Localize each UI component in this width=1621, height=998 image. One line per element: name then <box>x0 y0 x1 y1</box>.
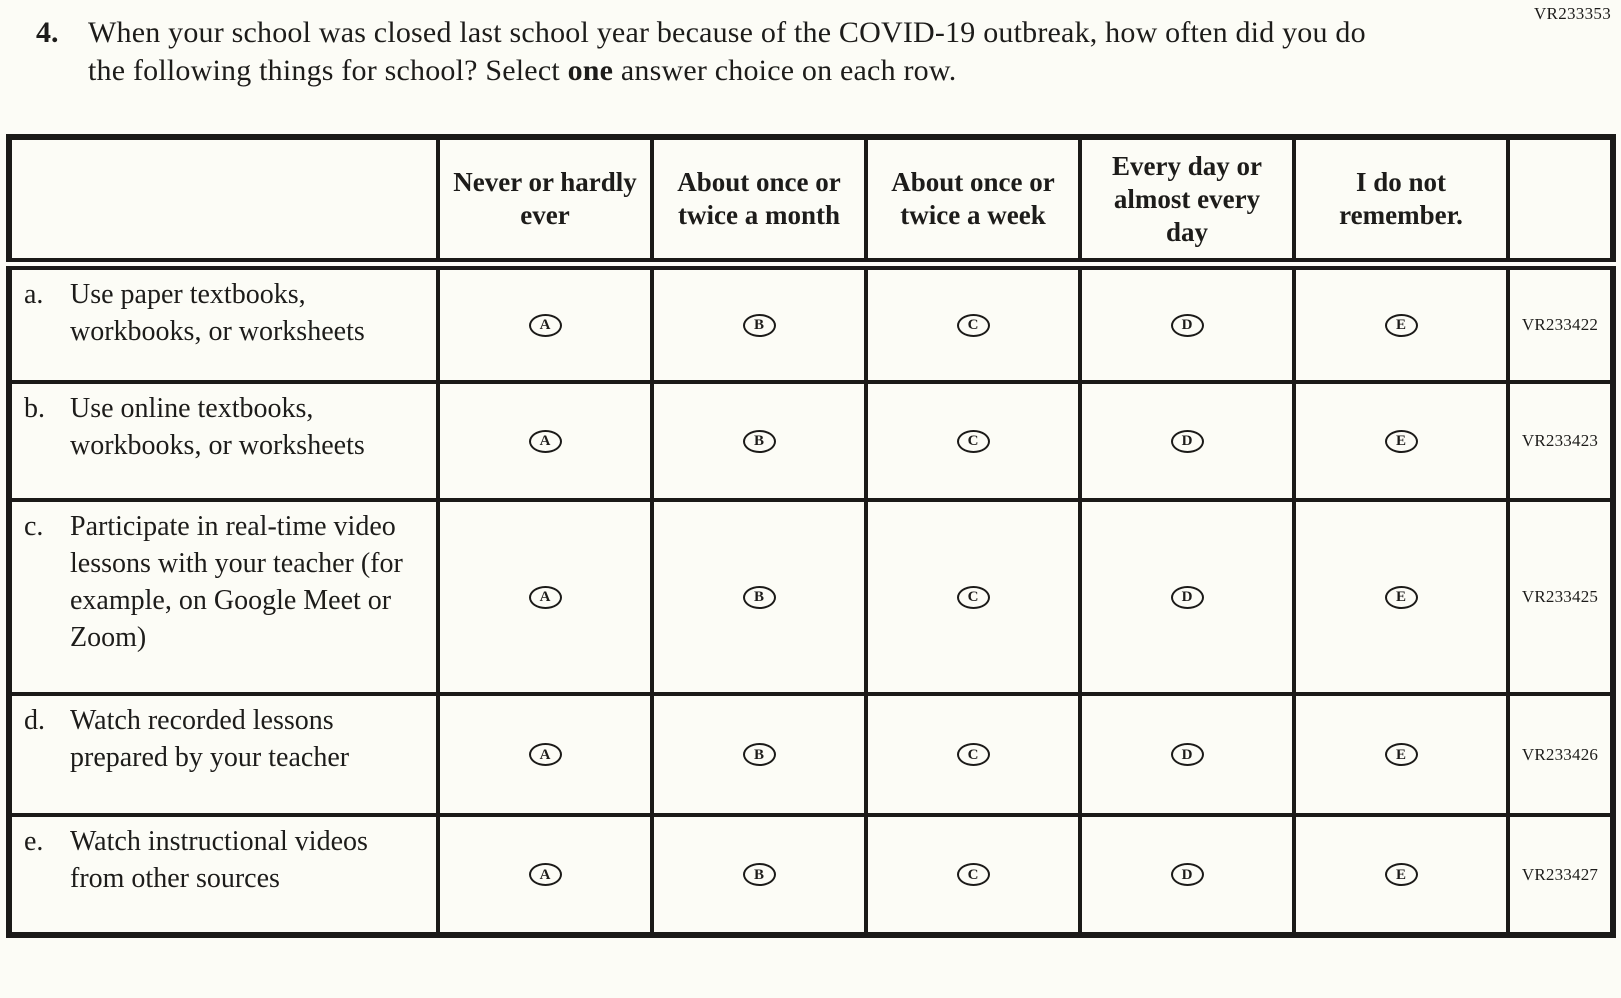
choice-cell-b-B: B <box>650 380 868 502</box>
question-block: 4. When your school was closed last scho… <box>0 0 1621 90</box>
choice-cell-a-D: D <box>1078 262 1296 384</box>
item-wrap-e: e. Watch instructional videos from other … <box>24 823 430 897</box>
column-header-4: Every day or almost every day <box>1078 135 1296 270</box>
item-text-a: Use paper textbooks, workbooks, or works… <box>70 279 365 347</box>
row-code-e: VR233427 <box>1506 813 1615 937</box>
choice-cell-b-A: A <box>436 380 654 502</box>
column-header-3: About once or twice a week <box>864 135 1082 270</box>
item-letter-e: e. <box>24 826 44 857</box>
row-code-a: VR233422 <box>1506 262 1615 384</box>
grid-header-row: Never or hardly ever About once or twice … <box>7 135 1615 270</box>
choice-bubble-c-D[interactable]: D <box>1170 585 1204 609</box>
choice-cell-e-C: C <box>864 813 1082 937</box>
row-code-b: VR233423 <box>1506 380 1615 502</box>
form-variable-code: VR233353 <box>1533 4 1611 23</box>
choice-bubble-b-C[interactable]: C <box>956 429 990 453</box>
item-cell-c: c. Participate in real-time video lessons… <box>7 498 440 696</box>
grid-row-e: e. Watch instructional videos from other … <box>7 813 1615 937</box>
choice-bubble-e-B[interactable]: B <box>742 863 776 886</box>
choice-bubble-c-B[interactable]: B <box>742 585 776 609</box>
grid-body: a. Use paper textbooks, workbooks, or wor… <box>7 262 1615 937</box>
choice-bubble-a-B[interactable]: B <box>742 313 776 337</box>
choice-bubble-c-A[interactable]: A <box>528 585 562 609</box>
choice-cell-c-B: B <box>650 498 868 696</box>
item-letter-a: a. <box>24 279 44 310</box>
choice-cell-b-E: E <box>1292 380 1510 502</box>
item-wrap-d: d. Watch recorded lessons prepared by you… <box>24 702 430 776</box>
choice-cell-d-E: E <box>1292 692 1510 817</box>
grid-row-d: d. Watch recorded lessons prepared by you… <box>7 692 1615 817</box>
item-text-c: Participate in real-time video lessons w… <box>70 511 403 653</box>
choice-bubble-e-E[interactable]: E <box>1384 863 1418 886</box>
choice-cell-a-C: C <box>864 262 1082 384</box>
column-header-5: I do not remember. <box>1292 135 1510 270</box>
choice-bubble-d-B[interactable]: B <box>742 743 776 766</box>
choice-cell-e-D: D <box>1078 813 1296 937</box>
item-wrap-b: b. Use online textbooks, workbooks, or wo… <box>24 390 430 464</box>
choice-bubble-d-D[interactable]: D <box>1170 743 1204 766</box>
choice-bubble-a-D[interactable]: D <box>1170 313 1204 337</box>
choice-cell-d-C: C <box>864 692 1082 817</box>
item-cell-d: d. Watch recorded lessons prepared by you… <box>7 692 440 817</box>
choice-bubble-b-A[interactable]: A <box>528 429 562 453</box>
choice-cell-b-D: D <box>1078 380 1296 502</box>
item-cell-b: b. Use online textbooks, workbooks, or wo… <box>7 380 440 502</box>
choice-bubble-e-C[interactable]: C <box>956 863 990 886</box>
choice-cell-d-B: B <box>650 692 868 817</box>
row-code-d: VR233426 <box>1506 692 1615 817</box>
column-header-1: Never or hardly ever <box>436 135 654 270</box>
item-text-d: Watch recorded lessons prepared by your … <box>70 705 350 773</box>
choice-bubble-a-E[interactable]: E <box>1384 313 1418 337</box>
question-text-bold-word: one <box>567 54 614 87</box>
item-letter-c: c. <box>24 511 44 542</box>
choice-cell-d-A: A <box>436 692 654 817</box>
code-column-header <box>1506 135 1615 270</box>
item-letter-d: d. <box>24 705 45 736</box>
item-column-header <box>7 135 440 270</box>
choice-bubble-e-D[interactable]: D <box>1170 863 1204 886</box>
question-text: When your school was closed last school … <box>88 14 1368 90</box>
grid-row-a: a. Use paper textbooks, workbooks, or wor… <box>7 262 1615 384</box>
grid-row-c: c. Participate in real-time video lessons… <box>7 498 1615 696</box>
choice-bubble-d-E[interactable]: E <box>1384 743 1418 766</box>
item-letter-b: b. <box>24 393 45 424</box>
choice-cell-e-E: E <box>1292 813 1510 937</box>
choice-cell-a-B: B <box>650 262 868 384</box>
choice-cell-c-C: C <box>864 498 1082 696</box>
choice-cell-e-B: B <box>650 813 868 937</box>
choice-cell-d-D: D <box>1078 692 1296 817</box>
choice-bubble-b-E[interactable]: E <box>1384 429 1418 453</box>
choice-bubble-c-C[interactable]: C <box>956 585 990 609</box>
question-text-start: When your school was closed last school … <box>88 16 1366 87</box>
choice-cell-c-D: D <box>1078 498 1296 696</box>
choice-bubble-a-C[interactable]: C <box>956 313 990 337</box>
choice-bubble-b-D[interactable]: D <box>1170 429 1204 453</box>
choice-cell-e-A: A <box>436 813 654 937</box>
row-code-c: VR233425 <box>1506 498 1615 696</box>
choice-bubble-d-A[interactable]: A <box>528 743 562 766</box>
choice-bubble-d-C[interactable]: C <box>956 743 990 766</box>
choice-cell-c-E: E <box>1292 498 1510 696</box>
item-wrap-c: c. Participate in real-time video lessons… <box>24 508 430 656</box>
item-wrap-a: a. Use paper textbooks, workbooks, or wor… <box>24 276 430 350</box>
choice-cell-a-A: A <box>436 262 654 384</box>
grid-row-b: b. Use online textbooks, workbooks, or wo… <box>7 380 1615 502</box>
item-text-b: Use online textbooks, workbooks, or work… <box>70 393 365 461</box>
item-text-e: Watch instructional videos from other so… <box>70 826 368 894</box>
response-grid: Never or hardly ever About once or twice … <box>6 134 1616 938</box>
item-cell-a: a. Use paper textbooks, workbooks, or wor… <box>7 262 440 384</box>
item-cell-e: e. Watch instructional videos from other … <box>7 813 440 937</box>
choice-bubble-c-E[interactable]: E <box>1384 585 1418 609</box>
column-header-2: About once or twice a month <box>650 135 868 270</box>
choice-cell-a-E: E <box>1292 262 1510 384</box>
question-number: 4. <box>36 16 59 49</box>
choice-bubble-a-A[interactable]: A <box>528 313 562 337</box>
choice-cell-b-C: C <box>864 380 1082 502</box>
choice-cell-c-A: A <box>436 498 654 696</box>
choice-bubble-b-B[interactable]: B <box>742 429 776 453</box>
choice-bubble-e-A[interactable]: A <box>528 863 562 886</box>
question-text-end: answer choice on each row. <box>613 54 957 87</box>
